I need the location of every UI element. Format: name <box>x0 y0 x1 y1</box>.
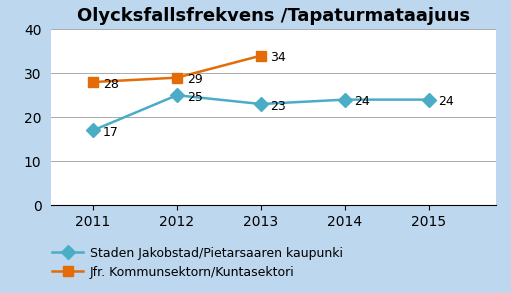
Staden Jakobstad/Pietarsaaren kaupunki <box>174 93 180 97</box>
Line: Jfr. Kommunsektorn/Kuntasektori: Jfr. Kommunsektorn/Kuntasektori <box>88 51 266 87</box>
Text: 34: 34 <box>270 51 286 64</box>
Legend: Staden Jakobstad/Pietarsaaren kaupunki, Jfr. Kommunsektorn/Kuntasektori: Staden Jakobstad/Pietarsaaren kaupunki, … <box>47 241 347 284</box>
Jfr. Kommunsektorn/Kuntasektori <box>174 76 180 79</box>
Staden Jakobstad/Pietarsaaren kaupunki <box>90 129 96 132</box>
Text: 28: 28 <box>103 78 119 91</box>
Text: 23: 23 <box>270 100 286 113</box>
Text: 29: 29 <box>187 73 202 86</box>
Text: 24: 24 <box>355 95 370 108</box>
Title: Olycksfallsfrekvens /Tapaturmataajuus: Olycksfallsfrekvens /Tapaturmataajuus <box>77 7 470 25</box>
Staden Jakobstad/Pietarsaaren kaupunki <box>426 98 432 101</box>
Line: Staden Jakobstad/Pietarsaaren kaupunki: Staden Jakobstad/Pietarsaaren kaupunki <box>88 90 433 135</box>
Text: 17: 17 <box>103 126 119 139</box>
Text: 25: 25 <box>187 91 202 104</box>
Text: 24: 24 <box>438 95 454 108</box>
Staden Jakobstad/Pietarsaaren kaupunki <box>342 98 348 101</box>
Jfr. Kommunsektorn/Kuntasektori <box>258 54 264 57</box>
Jfr. Kommunsektorn/Kuntasektori <box>90 80 96 84</box>
Staden Jakobstad/Pietarsaaren kaupunki <box>258 102 264 106</box>
